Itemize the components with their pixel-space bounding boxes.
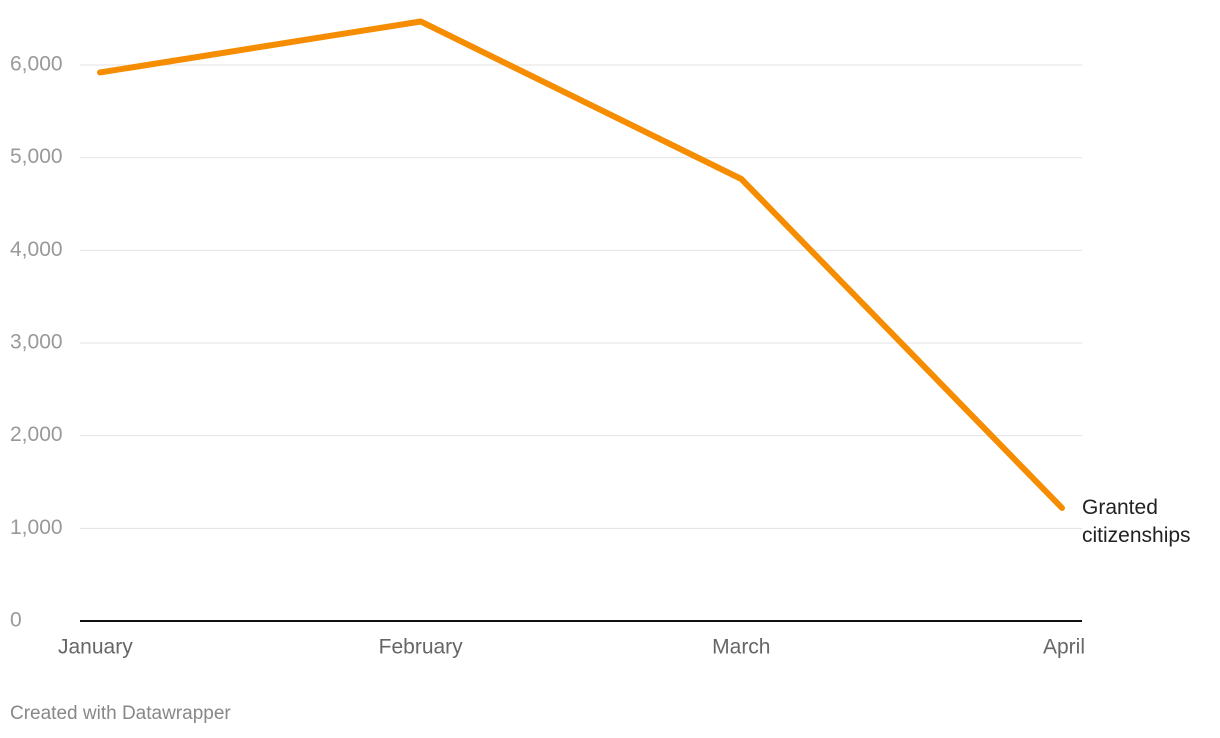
y-tick-label: 3,000 <box>10 331 63 354</box>
y-tick-label: 5,000 <box>10 145 63 168</box>
y-tick-label: 2,000 <box>10 423 63 446</box>
y-tick-label: 4,000 <box>10 238 63 261</box>
line <box>97 18 1065 511</box>
y-tick-label: 6,000 <box>10 53 63 76</box>
x-tick-label: February <box>379 636 464 659</box>
x-tick-label: April <box>1043 636 1085 659</box>
credit: Created with Datawrapper <box>10 703 231 724</box>
series-label: Granted citizenships <box>1082 496 1191 547</box>
y-tick-label: 1,000 <box>10 516 63 539</box>
y-tick-label: 0 <box>10 609 22 632</box>
x-tick-label: March <box>712 636 770 659</box>
x-tick-label: January <box>58 636 133 659</box>
